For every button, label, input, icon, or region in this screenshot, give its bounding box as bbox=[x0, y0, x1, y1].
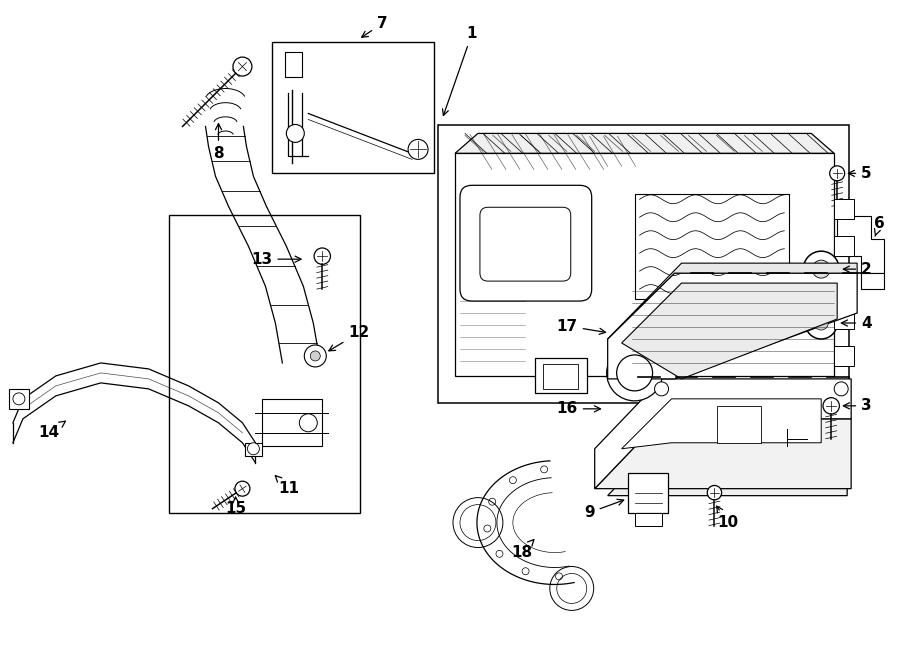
Polygon shape bbox=[285, 52, 302, 77]
FancyBboxPatch shape bbox=[480, 208, 571, 281]
FancyBboxPatch shape bbox=[460, 185, 591, 301]
Polygon shape bbox=[837, 216, 884, 273]
Bar bbox=[168, 215, 360, 513]
Text: 8: 8 bbox=[213, 124, 224, 161]
Circle shape bbox=[806, 307, 837, 339]
Polygon shape bbox=[595, 419, 851, 488]
Bar bbox=[438, 126, 850, 403]
Circle shape bbox=[823, 398, 840, 414]
Text: 15: 15 bbox=[226, 497, 247, 516]
Circle shape bbox=[233, 57, 252, 76]
Text: 10: 10 bbox=[716, 506, 738, 530]
Text: 12: 12 bbox=[328, 325, 370, 351]
Circle shape bbox=[235, 481, 250, 496]
Circle shape bbox=[804, 251, 839, 287]
Text: 13: 13 bbox=[251, 252, 302, 266]
Bar bbox=[543, 364, 578, 389]
Text: 6: 6 bbox=[874, 215, 885, 236]
Polygon shape bbox=[246, 443, 263, 455]
Text: 1: 1 bbox=[443, 26, 477, 116]
Polygon shape bbox=[627, 473, 668, 513]
Circle shape bbox=[300, 414, 318, 432]
Circle shape bbox=[812, 260, 830, 278]
Circle shape bbox=[607, 345, 662, 401]
Circle shape bbox=[310, 351, 320, 361]
Bar bbox=[834, 236, 854, 256]
Text: 17: 17 bbox=[556, 319, 606, 334]
Circle shape bbox=[314, 248, 330, 264]
Polygon shape bbox=[455, 153, 834, 376]
Polygon shape bbox=[455, 134, 834, 153]
Polygon shape bbox=[608, 439, 847, 496]
Bar bbox=[535, 358, 587, 393]
Text: 16: 16 bbox=[556, 401, 600, 416]
Circle shape bbox=[304, 345, 327, 367]
Circle shape bbox=[830, 166, 845, 181]
Text: 4: 4 bbox=[842, 315, 872, 330]
Text: 2: 2 bbox=[843, 262, 872, 277]
Circle shape bbox=[707, 485, 722, 500]
Circle shape bbox=[654, 382, 669, 396]
Text: 5: 5 bbox=[849, 166, 872, 181]
Circle shape bbox=[408, 139, 428, 159]
Bar bbox=[834, 346, 854, 366]
Bar bbox=[834, 199, 854, 219]
Text: 3: 3 bbox=[843, 399, 872, 413]
Text: 7: 7 bbox=[362, 16, 388, 37]
Circle shape bbox=[13, 393, 25, 405]
Polygon shape bbox=[608, 273, 857, 379]
Circle shape bbox=[616, 355, 652, 391]
Polygon shape bbox=[263, 399, 322, 446]
Text: 14: 14 bbox=[39, 421, 66, 440]
Polygon shape bbox=[622, 283, 837, 379]
Circle shape bbox=[814, 316, 828, 330]
Polygon shape bbox=[634, 513, 662, 525]
Circle shape bbox=[286, 124, 304, 142]
Polygon shape bbox=[595, 379, 851, 488]
Polygon shape bbox=[622, 399, 821, 449]
Polygon shape bbox=[861, 273, 884, 289]
Text: 18: 18 bbox=[511, 539, 534, 560]
Circle shape bbox=[834, 382, 848, 396]
Circle shape bbox=[248, 443, 259, 455]
Bar bbox=[834, 309, 854, 329]
Text: 11: 11 bbox=[275, 476, 299, 496]
Bar bbox=[273, 42, 434, 173]
Polygon shape bbox=[608, 263, 857, 339]
Text: 9: 9 bbox=[584, 499, 624, 520]
Polygon shape bbox=[9, 389, 29, 409]
Bar bbox=[634, 194, 789, 299]
Polygon shape bbox=[717, 406, 761, 443]
Bar bbox=[834, 273, 854, 293]
